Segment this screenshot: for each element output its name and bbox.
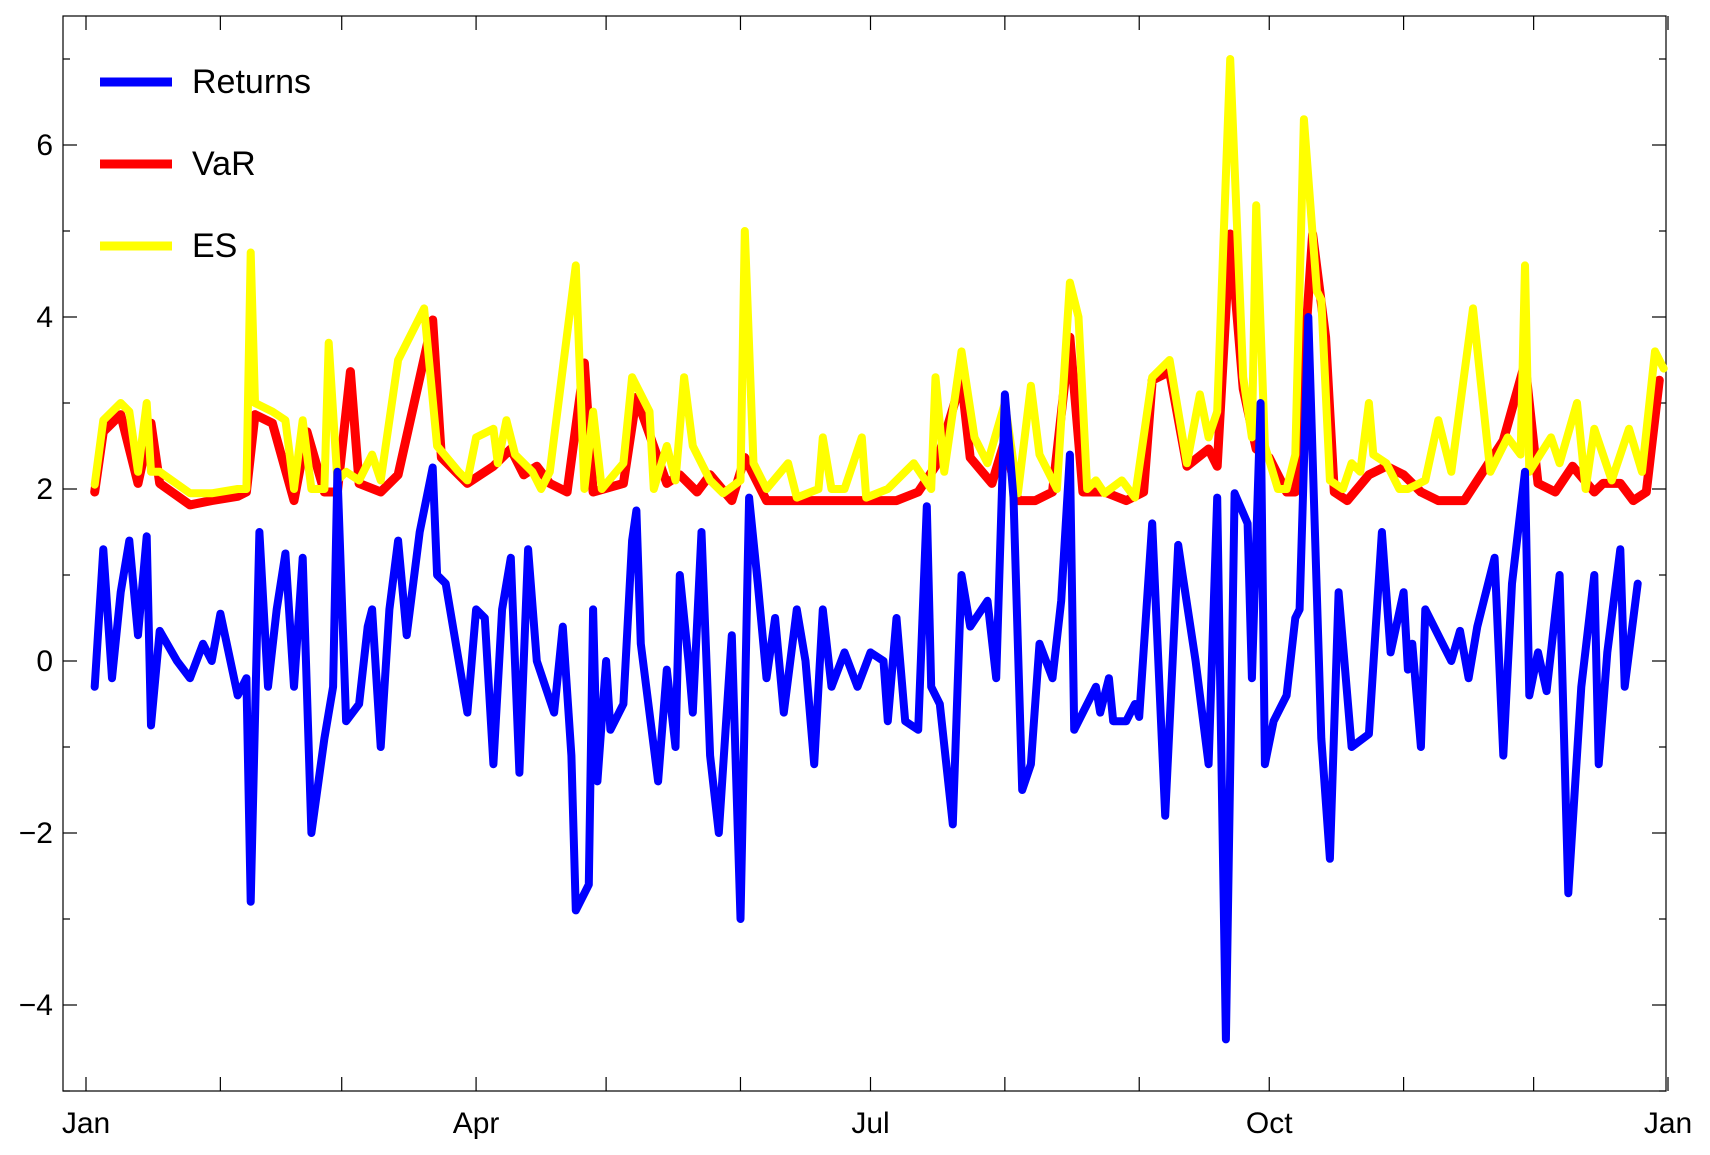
- x-axis: Jan Apr Jul Oct Jan: [62, 16, 1692, 1140]
- y-tick-label: 2: [36, 473, 53, 506]
- series-layer: [90, 55, 1668, 1044]
- legend-label-var: VaR: [192, 145, 256, 183]
- y-tick-label: 4: [36, 301, 53, 334]
- legend-label-returns: Returns: [192, 63, 311, 101]
- x-tick-label: Jan: [1644, 1107, 1692, 1140]
- legend: Returns VaR ES: [100, 63, 311, 265]
- y-tick-label: 6: [36, 129, 53, 162]
- plot-frame: [62, 15, 1667, 1092]
- x-tick-label: Jan: [62, 1107, 110, 1140]
- y-tick-label: −4: [19, 989, 53, 1022]
- series-line-es: [90, 55, 1668, 502]
- y-tick-label: 0: [36, 645, 53, 678]
- y-axis: −4 −2 0 2 4 6: [19, 58, 1666, 1092]
- x-tick-label: Jul: [851, 1107, 889, 1140]
- x-tick-label: Apr: [453, 1107, 500, 1140]
- series-line-returns: [90, 313, 1642, 1044]
- legend-label-es: ES: [192, 227, 237, 265]
- x-tick-label: Oct: [1246, 1107, 1293, 1140]
- y-tick-label: −2: [19, 817, 53, 850]
